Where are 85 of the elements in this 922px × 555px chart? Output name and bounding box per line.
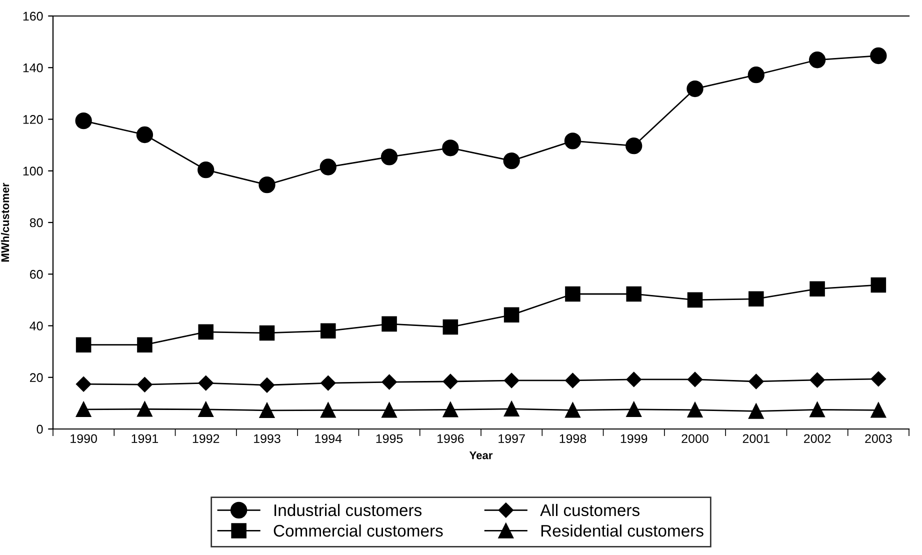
x-tick-label: 1998 [560,434,586,444]
point [810,281,825,296]
y-tick-label: 40 [30,322,43,330]
x-tick-label: 1997 [498,434,525,444]
x-tick-label: 1995 [376,434,403,444]
y-tick-label: 100 [23,166,43,176]
y-tick-label: 80 [30,218,43,228]
point [137,377,152,392]
point [565,402,580,418]
x-axis-title: Year [469,451,493,460]
point [320,158,336,176]
point [748,291,764,307]
point [626,372,642,388]
point [382,402,397,418]
point [808,52,826,68]
point [382,374,397,390]
point [504,401,520,417]
x-tick-label: 2001 [742,434,770,444]
point [810,372,825,388]
point [565,372,580,388]
y-tick-label: 60 [30,270,43,279]
point [748,374,764,390]
x-tick-label: 1990 [70,434,97,444]
point [626,402,642,418]
point [504,307,520,323]
point [76,376,92,392]
point [503,152,520,170]
point [75,112,92,130]
point [442,402,458,418]
y-tick-label: 20 [30,373,43,382]
point [136,126,154,144]
point [748,66,764,84]
point [687,402,703,418]
point [870,277,886,293]
point [198,324,214,340]
point [76,402,92,418]
point [137,401,152,417]
point [258,176,276,194]
y-tick-label: 0 [36,424,43,434]
point [626,138,642,154]
point [442,374,458,390]
point [320,402,336,418]
point [198,402,214,418]
point [687,372,703,388]
point [320,323,336,339]
legend-label: All customers [540,504,640,516]
point [442,319,458,335]
x-tick-label: 1994 [315,434,342,444]
x-tick-label: 2003 [865,434,892,444]
point [259,325,275,341]
y-tick-label: 120 [23,115,43,124]
legend-label: Commercial customers [274,524,443,537]
point [442,140,459,156]
x-tick-label: 2002 [804,434,831,444]
point [810,402,825,418]
point [198,375,214,391]
point [687,292,703,308]
point [870,47,887,64]
point [870,371,886,386]
point [686,80,704,98]
point [320,375,336,391]
x-tick-label: 2000 [682,434,708,444]
legend-label: Industrial customers [274,504,422,516]
point [504,372,520,388]
point [259,378,275,393]
x-tick-label: 1991 [132,434,158,444]
legend-label: Residential customers [541,524,704,537]
point [259,402,275,418]
point [626,286,642,302]
x-tick-label: 1993 [254,434,280,444]
point [748,404,764,419]
x-tick-label: 1999 [620,434,648,444]
point [380,148,398,166]
y-axis-title: MWh/customer [0,182,10,262]
x-tick-label: 1996 [437,434,464,444]
point [76,337,92,352]
y-tick-label: 140 [23,63,43,72]
y-tick-label: 160 [23,12,43,21]
point [870,402,886,418]
point [564,132,582,150]
point [382,316,397,332]
point [565,286,580,302]
point [137,337,152,352]
x-tick-label: 1992 [192,434,220,444]
point [198,162,214,178]
